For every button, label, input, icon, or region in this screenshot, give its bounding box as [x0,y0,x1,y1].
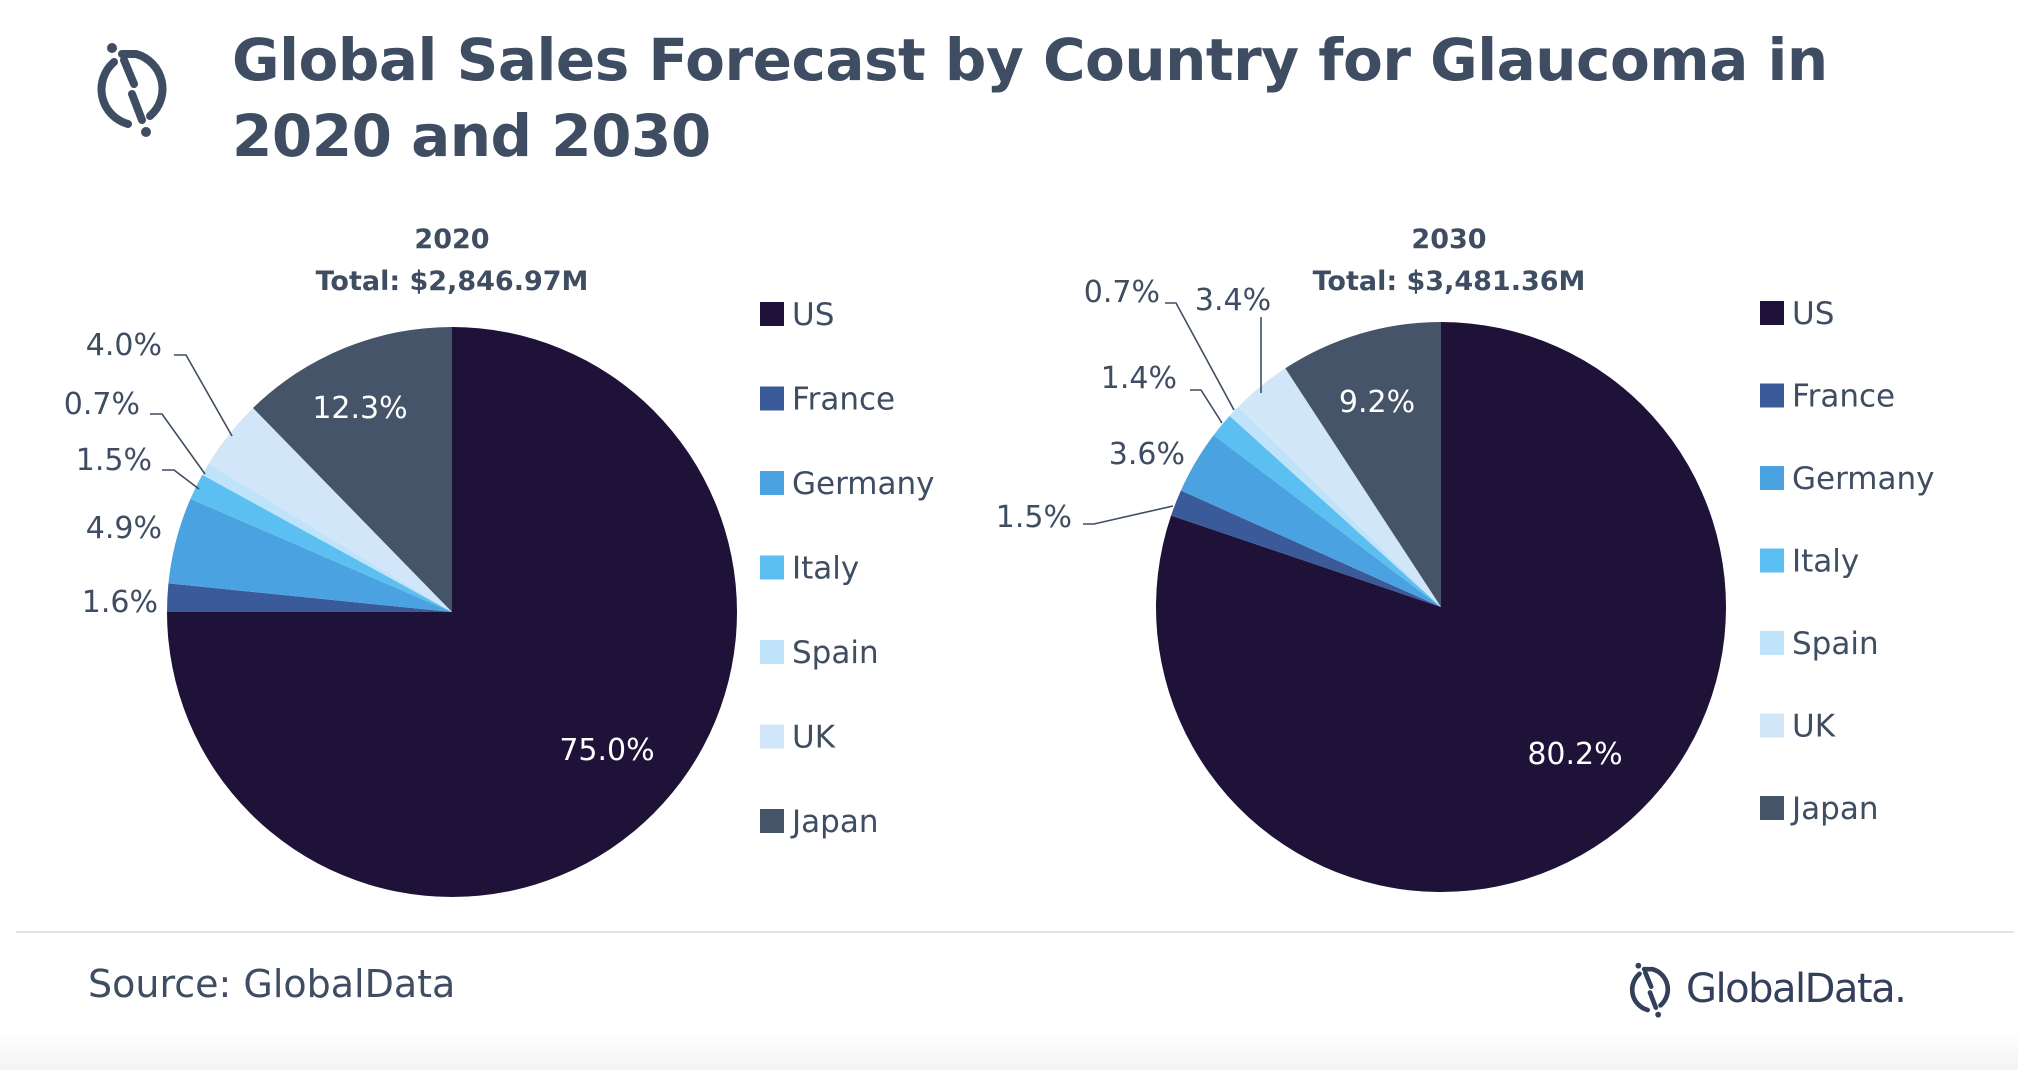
legend-item-uk: UK [1760,709,1836,745]
slice-label-uk: 3.4% [1195,283,1271,318]
pie-charts: 2020 Total: $2,846.97M 75.0% 1.6% 4.9% 1… [64,224,1934,897]
slice-label-germany: 4.9% [86,511,162,546]
globaldata-logo-icon [97,43,167,137]
legend-swatch [760,809,784,833]
legend-swatch [1760,631,1784,655]
legend-2020: US France Germany Italy Spain UK Japan [760,297,934,840]
legend-item-japan: Japan [1760,791,1878,827]
legend-item-italy: Italy [760,551,859,587]
slice-label-uk: 4.0% [86,328,162,363]
legend-item-france: France [760,382,895,418]
pie-slice-italy [190,474,452,612]
chart-title: 2030 [1411,224,1486,255]
label-leaders [1083,302,1262,525]
legend-label: France [792,382,895,418]
chart-title: 2020 [414,224,489,255]
pie-slice-france [167,583,452,612]
slice-label-germany: 3.6% [1109,437,1185,472]
pie-slices [167,327,737,897]
legend-item-japan: Japan [760,804,878,840]
leader-line-uk [174,354,233,437]
footer-divider [16,931,2014,933]
slice-label-japan: 9.2% [1339,385,1415,420]
slice-label-italy: 1.5% [76,443,152,478]
pie-slice-uk [1238,368,1441,607]
bottom-fade [0,1030,2018,1070]
legend-label: Germany [792,466,934,502]
legend-swatch [760,640,784,664]
leader-line-france [1083,505,1174,525]
globaldata-logo-icon [1629,962,1671,1018]
title-line-2: 2020 and 2030 [232,102,711,170]
legend-label: Japan [1790,791,1878,827]
legend-item-germany: Germany [1760,461,1934,497]
pie-slice-spain [202,463,452,612]
slice-label-spain: 0.7% [1084,275,1160,310]
legend-label: Japan [790,804,878,840]
pie-slice-japan [253,327,452,612]
legend-item-italy: Italy [1760,544,1859,580]
legend-item-germany: Germany [760,466,934,502]
legend-swatch [760,471,784,495]
pie-slice-italy [1213,415,1441,607]
legend-swatch [760,555,784,580]
slice-label-us: 80.2% [1527,737,1622,772]
legend-swatch [1760,548,1784,573]
label-leaders [150,354,233,490]
slice-label-italy: 1.4% [1101,361,1177,396]
pie-chart-2020: 2020 Total: $2,846.97M 75.0% 1.6% 4.9% 1… [64,224,934,897]
chart-subtitle: Total: $3,481.36M [1313,266,1586,297]
legend-label: Italy [792,551,859,587]
source-note: Source: GlobalData [88,962,456,1006]
legend-item-france: France [1760,379,1895,415]
legend-swatch [1760,466,1784,490]
legend-label: UK [1792,709,1836,745]
legend-label: Italy [1792,544,1859,580]
legend-label: Spain [792,635,879,671]
legend-item-spain: Spain [1760,626,1879,662]
pie-slice-germany [1180,435,1441,607]
legend-label: UK [792,720,836,756]
legend-swatch [1760,383,1784,408]
pie-slice-france [1171,490,1441,607]
slice-label-japan: 12.3% [312,391,407,426]
brand-logo: GlobalData. [1622,954,1907,1024]
page-title: Global Sales Forecast by Country for Gla… [232,22,1932,174]
legend-label: US [1792,296,1834,332]
legend-2030: US France Germany Italy Spain UK Japan [1760,296,1934,827]
pie-slice-japan [1285,322,1441,607]
pie-slice-uk [208,407,452,612]
legend-label: France [1792,379,1895,415]
leader-line-spain [1165,302,1235,411]
leader-line-italy [1190,389,1223,424]
slice-label-us: 75.0% [559,733,654,768]
brand-name: GlobalData. [1686,966,1907,1012]
legend-item-us: US [1760,296,1834,332]
legend-swatch [760,724,784,749]
legend-label: Germany [1792,461,1934,497]
title-line-1: Global Sales Forecast by Country for Gla… [232,26,1828,94]
legend-swatch [1760,301,1784,325]
legend-item-uk: UK [760,720,836,756]
pie-slices [1156,322,1726,893]
pie-slice-spain [1229,406,1441,607]
chart-subtitle: Total: $2,846.97M [316,266,589,297]
leader-line-italy [162,469,200,490]
legend-item-us: US [760,297,834,333]
legend-label: US [792,297,834,333]
legend-swatch [1760,796,1784,820]
legend-swatch [760,302,784,326]
pie-slice-germany [168,498,452,612]
legend-item-spain: Spain [760,635,879,671]
leader-line-spain [150,413,206,475]
pie-chart-2030: 2030 Total: $3,481.36M 80.2% 1.5% 3.6% 1… [996,224,1934,893]
legend-swatch [760,386,784,411]
slice-label-france: 1.6% [82,585,158,620]
slice-label-france: 1.5% [996,500,1072,535]
legend-swatch [1760,713,1784,738]
slice-label-spain: 0.7% [64,387,140,422]
legend-label: Spain [1792,626,1879,662]
